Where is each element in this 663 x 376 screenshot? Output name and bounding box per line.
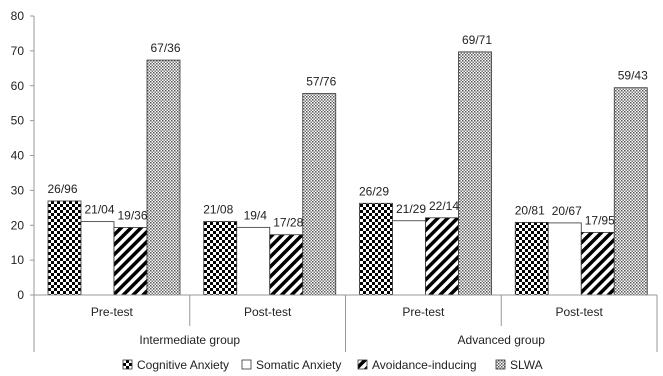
y-tick-label: 60 (11, 79, 25, 93)
y-tick-label: 20 (11, 218, 25, 232)
x-category-label: Pre-test (91, 305, 134, 319)
bar (425, 217, 459, 296)
data-label: 21/04 (84, 203, 114, 217)
legend-label: Avoidance-inducing (372, 358, 477, 372)
axes: 0 10 20 30 40 50 60 70 80 (11, 9, 35, 302)
data-labels: 26/96 21/04 19/36 67/36 21/08 19/4 17/28 57/76 2… (47, 33, 648, 230)
data-label: 59/43 (618, 69, 648, 83)
data-label: 26/29 (359, 184, 389, 198)
data-label: 22/14 (429, 199, 459, 213)
bar (113, 227, 148, 296)
x-group-label: Intermediate group (139, 333, 240, 347)
y-tick-label: 70 (11, 44, 25, 58)
bar (146, 59, 181, 296)
bar (613, 87, 648, 296)
legend-swatch (495, 359, 506, 370)
y-tick-label: 30 (11, 183, 25, 197)
legend-swatch (357, 359, 368, 370)
data-label: 67/36 (150, 41, 180, 55)
legend-label: Somatic Anxiety (256, 358, 341, 372)
x-category-label: Post-test (555, 305, 603, 319)
data-label: 20/81 (515, 203, 545, 217)
x-category-label: Pre-test (402, 305, 445, 319)
data-label: 17/28 (273, 216, 303, 230)
data-label: 69/71 (462, 33, 492, 47)
legend: Cognitive Anxiety Somatic Anxiety Avoidanc… (122, 358, 543, 372)
bar (580, 231, 615, 296)
bar (547, 222, 582, 296)
bar (269, 234, 304, 296)
bar (236, 226, 271, 296)
y-tick-label: 0 (17, 288, 24, 302)
legend-swatch (241, 359, 252, 370)
data-label: 26/96 (47, 182, 77, 196)
x-category-label: Post-test (244, 305, 292, 319)
bar (80, 221, 115, 296)
bar (392, 220, 426, 296)
bar (47, 200, 82, 296)
y-tick-label: 50 (11, 114, 25, 128)
bar (514, 222, 549, 296)
legend-swatch (122, 359, 133, 370)
data-label: 21/29 (396, 202, 426, 216)
y-tick-label: 80 (11, 9, 25, 23)
data-label: 17/95 (585, 213, 615, 227)
legend-label: Cognitive Anxiety (137, 358, 229, 372)
bar (458, 51, 492, 296)
x-axis: Pre-test Post-test Pre-test Post-test Interm… (33, 294, 658, 352)
bar (203, 221, 238, 296)
bar (359, 202, 393, 296)
bar (302, 93, 337, 296)
y-tick-label: 40 (11, 149, 25, 163)
data-label: 57/76 (306, 75, 336, 89)
data-label: 20/67 (552, 204, 582, 218)
bars (47, 51, 648, 296)
y-tick-label: 10 (11, 253, 25, 267)
data-label: 19/4 (244, 208, 268, 222)
data-label: 19/36 (117, 208, 147, 222)
x-group-label: Advanced group (458, 333, 546, 347)
data-label: 21/08 (203, 202, 233, 216)
legend-label: SLWA (510, 358, 543, 372)
